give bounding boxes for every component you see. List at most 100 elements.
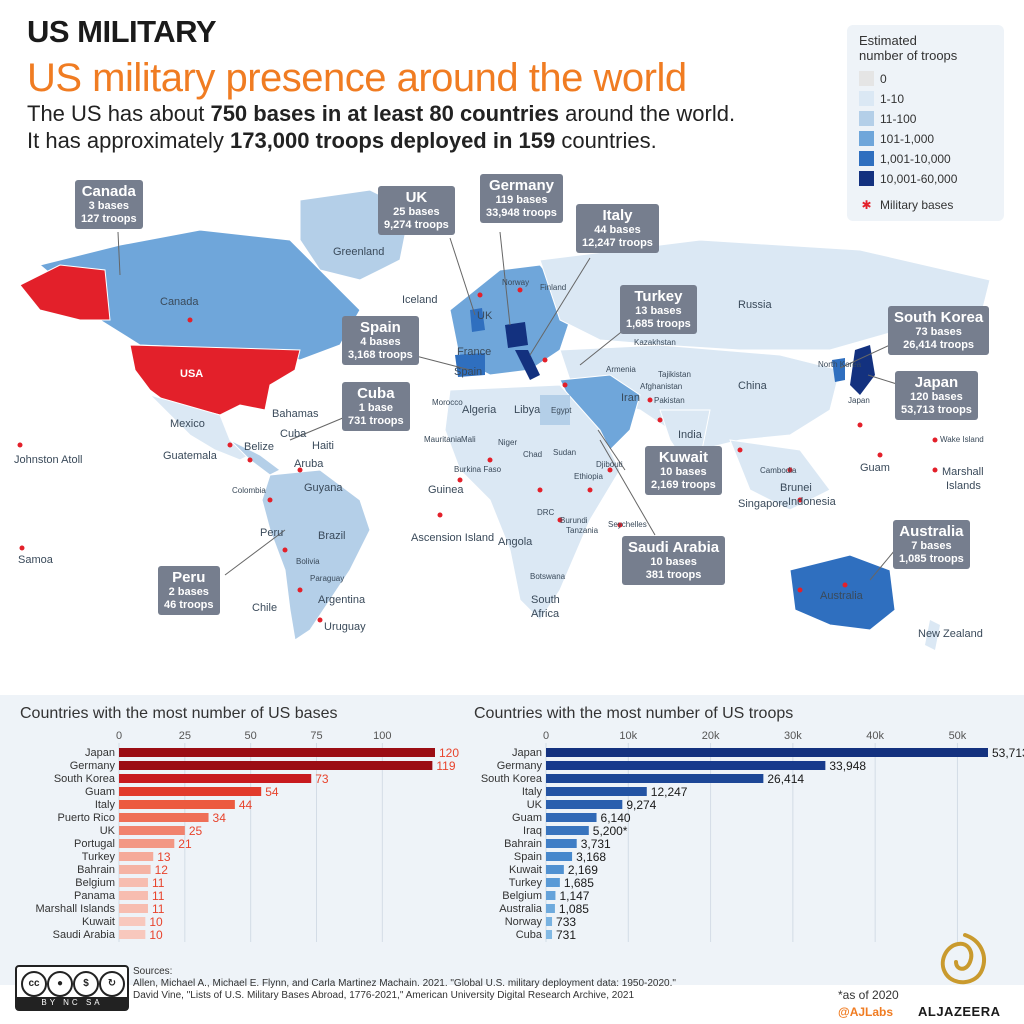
map-new-zealand — [925, 620, 940, 650]
person-icon: ● — [47, 971, 73, 997]
map-label-australia: Australia — [820, 590, 863, 602]
callout-bases: 13 bases — [635, 305, 682, 317]
no-commercial-icon: $ — [73, 971, 99, 997]
legend-item: 1-10 — [859, 91, 904, 109]
callout-country: Cuba — [357, 385, 395, 402]
subtitle-text: It has approximately — [27, 128, 230, 153]
bar — [119, 774, 312, 783]
map-label-argentina: Argentina — [318, 594, 366, 606]
bar — [119, 761, 433, 770]
bar — [119, 878, 148, 887]
value-label: 1,685 — [564, 876, 594, 890]
value-label: 731 — [556, 928, 576, 942]
category-label: Germany — [70, 760, 116, 772]
map-label-finland: Finland — [540, 283, 567, 292]
legend-title-line: Estimated — [859, 33, 917, 48]
category-label: Turkey — [509, 877, 543, 889]
callout-south-korea: South Korea 73 bases 26,414 troops — [888, 306, 990, 355]
ajlabs-handle: @AJLabs — [838, 1005, 894, 1019]
legend-label: 0 — [880, 71, 887, 86]
value-label: 5,200* — [593, 824, 628, 838]
map-label-afghanistan: Afghanistan — [640, 382, 683, 391]
map-label-france: France — [457, 346, 492, 358]
bar — [546, 852, 573, 861]
subtitle: The US has about 750 bases in at least 8… — [27, 100, 847, 154]
callout-japan: Japan 120 bases 53,713 troops — [895, 371, 978, 420]
map-usa — [129, 344, 301, 416]
map-label-chad: Chad — [523, 450, 543, 459]
map-label-paraguay: Paraguay — [310, 574, 345, 583]
map-label-drc: DRC — [537, 508, 555, 517]
legend-label: 10,001-60,000 — [880, 171, 958, 186]
tick-label: 0 — [543, 730, 549, 742]
category-label: Bahrain — [77, 864, 115, 876]
world-map-shapes — [17, 189, 991, 650]
map-label-wake-island: Wake Island — [940, 435, 984, 444]
cc-terms: BY NC SA — [17, 997, 127, 1009]
value-label: 120 — [439, 746, 459, 760]
value-label: 119 — [436, 759, 455, 773]
tick-label: 50k — [949, 730, 967, 742]
bar — [546, 878, 560, 887]
map-label-guinea: Guinea — [428, 484, 464, 496]
bar — [546, 800, 623, 809]
map-label-brazil: Brazil — [318, 530, 346, 542]
map-label-mali: Mali — [461, 435, 476, 444]
map-label-brunei: Brunei — [780, 482, 812, 494]
category-label: Guam — [85, 786, 115, 798]
tick-label: 100 — [373, 730, 391, 742]
value-label: 44 — [239, 798, 253, 812]
callout-bases: 73 bases — [915, 326, 962, 338]
map-label-russia: Russia — [738, 299, 772, 311]
category-label: Guam — [512, 812, 542, 824]
sources: Sources: Allen, Michael A., Michael E. F… — [133, 966, 833, 1002]
map-label-spain: Spain — [454, 366, 483, 378]
callout-saudi-arabia: Saudi Arabia 10 bases 381 troops — [622, 536, 726, 585]
bar — [546, 839, 577, 848]
map-label-johnston-atoll: Johnston Atoll — [14, 454, 83, 466]
callout-country: Peru — [172, 569, 206, 586]
troops-legend: Estimated number of troops 0 1-10 11-100… — [847, 25, 1004, 221]
value-label: 1,147 — [559, 889, 589, 903]
share-alike-icon: ↻ — [99, 971, 125, 997]
map-label-aruba: Aruba — [294, 458, 324, 470]
tick-label: 30k — [784, 730, 802, 742]
bar — [546, 865, 564, 874]
callout-bases: 1 base — [358, 402, 393, 414]
bar — [119, 748, 435, 757]
value-label: 13 — [157, 850, 171, 864]
category-label: Portugal — [74, 838, 115, 850]
bar — [546, 930, 553, 939]
category-label: Kuwait — [509, 864, 542, 876]
bar — [546, 813, 597, 822]
value-label: 2,169 — [568, 863, 598, 877]
callout-troops: 9,274 troops — [384, 219, 449, 231]
map-mexico — [148, 393, 251, 461]
category-label: UK — [527, 799, 543, 811]
legend-item: 10,001-60,000 — [859, 171, 957, 189]
map-label-ethiopia: Ethiopia — [574, 472, 603, 481]
map-label-burkina-faso: Burkina Faso — [454, 465, 502, 474]
callout-troops: 731 troops — [348, 415, 404, 427]
category-label: Turkey — [82, 851, 116, 863]
subtitle-text: The US has about — [27, 101, 211, 126]
legend-swatch — [859, 71, 874, 87]
value-label: 3,731 — [581, 837, 611, 851]
map-label-cuba: Cuba — [280, 428, 307, 440]
footer: cc ● $ ↻ BY NC SA Sources: Allen, Michae… — [0, 933, 1024, 1024]
bar — [119, 839, 175, 848]
callout-turkey: Turkey 13 bases 1,685 troops — [620, 285, 697, 334]
map-label-greenland: Greenland — [333, 246, 385, 258]
value-label: 34 — [213, 811, 227, 825]
callout-country: South Korea — [894, 309, 984, 326]
bar — [119, 787, 262, 796]
map-label-angola: Angola — [498, 536, 533, 548]
category-label: Japan — [512, 747, 542, 759]
source-line: Allen, Michael A., Michael E. Flynn, and… — [133, 978, 676, 989]
aljazeera-logo-icon — [940, 933, 986, 985]
category-label: Germany — [497, 760, 543, 772]
aljazeera-wordmark: ALJAZEERA — [918, 1004, 1001, 1019]
legend-swatch — [859, 91, 874, 107]
callout-troops: 1,685 troops — [626, 318, 691, 330]
callout-country: Spain — [359, 319, 401, 336]
